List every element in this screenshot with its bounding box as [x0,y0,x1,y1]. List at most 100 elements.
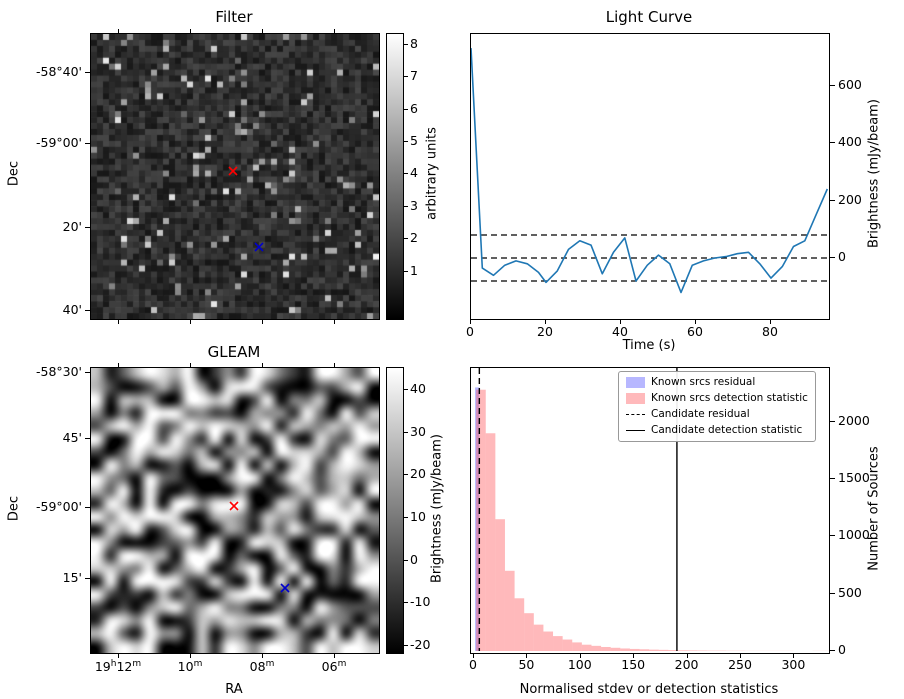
gleam-ytick [85,372,90,373]
filter-colorbar-tick [404,205,408,207]
detection-bar [533,624,544,651]
detection-bar [649,649,659,651]
lightcurve-ylabel: Brightness (mJy/beam) [866,99,882,248]
legend-label-known-detection: Known srcs detection statistic [651,392,808,404]
gleam-xtick [190,654,191,658]
detection-bar [572,642,582,651]
gleam-colorbar [386,367,404,654]
filter-markers-overlay [228,166,264,252]
gleam-colorbar-tick [404,389,408,390]
filter-colorbar-tick-label: 8 [410,36,418,51]
detection-bar [543,631,554,651]
gleam-colorbar-tick-label: 10 [410,509,426,524]
histogram-xtick [793,654,795,658]
histogram-xtick [579,654,581,658]
detection-bar [601,646,611,651]
detection-bar [629,648,640,651]
filter-colorbar-label: arbitrary units [424,127,440,220]
lightcurve-plot [471,48,829,294]
gleam-colorbar-tick [404,645,408,647]
legend-row-candidate-residual: Candidate residual [626,408,808,421]
gleam-xlabel: RA [225,682,243,697]
gleam-colorbar-label: Brightness (mJy/beam) [429,434,445,583]
histogram-xtick [473,654,474,658]
detection-bar [504,570,515,651]
gleam-ytick [85,578,90,579]
detection-bar [524,613,534,651]
gleam-xtick [334,654,335,658]
filter-xtick-bottom [190,320,191,324]
filter-colorbar-tick-label: 6 [410,100,418,116]
histogram-plot [475,368,829,651]
gleam-ytick-label: 15' [62,570,82,585]
lightcurve-xtick-label: 0 [466,324,474,339]
gleam-ytick-label: -58°30' [35,364,82,379]
filter-ytick-label: -59°00' [35,135,82,150]
histogram-ytick-label: 500 [838,584,862,600]
lightcurve-ytick [830,142,835,143]
x-marker [229,501,239,511]
detection-bar [658,649,669,651]
filter-xtick-bottom [262,320,263,324]
filter-ytick-label: 40' [62,302,82,317]
lightcurve-xtick-label: 60 [687,324,703,339]
filter-xtick-bottom [334,320,335,324]
filter-colorbar-tick-label: 1 [410,262,418,278]
gleam-xtick [118,654,119,658]
x-marker [280,583,290,593]
histogram-xtick-label: 100 [567,657,592,672]
detection-bar [562,639,573,651]
detection-bar [668,650,678,651]
gleam-xtick [262,654,263,658]
histogram-ytick-label: 2000 [838,412,870,428]
filter-colorbar-tick [404,173,408,175]
lightcurve-axes [470,33,830,320]
gleam-xtick-top [262,363,263,367]
lightcurve-ytick [830,257,835,258]
lightcurve-xtick-label: 80 [762,324,778,339]
filter-xtick-top [334,29,335,33]
histogram-xtick [740,654,741,658]
filter-ytick [85,310,90,311]
detection-bar [485,433,496,651]
histogram-ytick [830,592,835,594]
lightcurve-ytick-label: 0 [838,249,846,264]
gleam-colorbar-tick-label: 40 [410,381,426,396]
gleam-ytick [85,507,90,508]
filter-image [91,34,379,319]
gleam-colorbar-tick-label: -20 [410,637,431,653]
gleam-xtick-top [334,363,335,367]
detection-bar [639,649,650,651]
legend-label-candidate-residual: Candidate residual [651,408,750,420]
filter-colorbar [386,33,404,320]
gleam-ytick [85,438,90,439]
lightcurve-xtick [620,320,621,324]
filter-xtick-top [262,29,263,33]
gleam-colorbar-tick-label: -10 [410,594,431,610]
filter-colorbar-tick-label: 7 [410,68,418,84]
filter-colorbar-tick [404,141,408,143]
gleam-colorbar-tick [404,559,408,561]
filter-ytick [85,143,90,144]
lightcurve-xtick [770,320,771,324]
histogram-xtick [633,654,635,658]
histogram-ytick [830,650,835,651]
filter-colorbar-tick-label: 5 [410,133,418,149]
lightcurve-ytick-label: 600 [838,76,862,92]
lightcurve-xtick [470,320,471,324]
filter-title: Filter [215,8,253,26]
legend-label-candidate-detection: Candidate detection statistic [651,424,803,436]
detection-bar [591,645,602,651]
gleam-xtick-top [190,363,191,367]
lightcurve-ytick [830,199,835,201]
histogram-ytick-label: 1000 [838,527,870,543]
histogram-xtick [686,654,688,658]
filter-colorbar-tick [404,108,408,110]
gleam-colorbar-tick [404,474,408,476]
filter-ylabel: Dec [6,160,22,187]
gleam-title: GLEAM [207,343,261,361]
filter-colorbar-tick [404,238,408,240]
histogram-xtick-label: 250 [728,657,752,672]
filter-image-axes [90,33,380,320]
